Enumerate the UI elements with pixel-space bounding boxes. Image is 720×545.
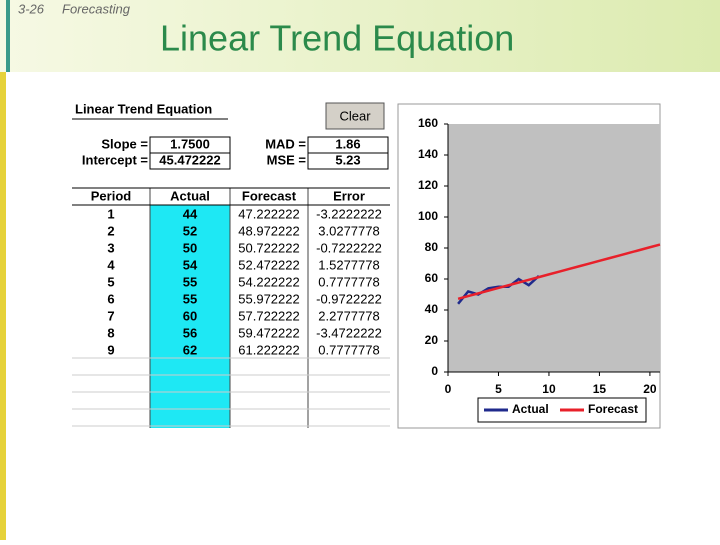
table-cell: -0.9722222: [316, 291, 382, 306]
field-label: Slope =: [101, 136, 148, 151]
table-cell: 1.5277778: [318, 257, 379, 272]
table-cell: 6: [107, 291, 114, 306]
table-cell: 57.722222: [238, 308, 299, 323]
table-cell: -0.7222222: [316, 240, 382, 255]
table-cell: 54.222222: [238, 274, 299, 289]
clear-button[interactable]: [325, 102, 385, 130]
field-value: 1.7500: [170, 136, 210, 151]
x-tick-label: 15: [593, 382, 607, 396]
table-cell: 55: [183, 291, 197, 306]
plot-area: [448, 124, 660, 372]
header-band: [0, 0, 720, 72]
table-cell: 54: [183, 257, 198, 272]
column-header: Error: [333, 188, 365, 203]
table-cell: 52: [183, 223, 197, 238]
field-value: 5.23: [335, 152, 360, 167]
actual-column-fill: [150, 205, 230, 428]
table-cell: 59.472222: [238, 325, 299, 340]
column-header: Forecast: [242, 188, 297, 203]
y-tick-label: 60: [425, 271, 439, 285]
y-tick-label: 40: [425, 302, 439, 316]
table-cell: 55: [183, 274, 197, 289]
table-cell: 1: [107, 206, 114, 221]
table-cell: 5: [107, 274, 114, 289]
table-cell: 60: [183, 308, 197, 323]
x-tick-label: 5: [495, 382, 502, 396]
table-cell: 48.972222: [238, 223, 299, 238]
x-tick-label: 10: [542, 382, 556, 396]
y-tick-label: 100: [418, 209, 438, 223]
side-strip: [0, 72, 6, 540]
y-tick-label: 160: [418, 116, 438, 130]
table-cell: 0.7777778: [318, 342, 379, 357]
y-tick-label: 20: [425, 333, 439, 347]
series-line: [457, 243, 661, 301]
field-box: [307, 152, 389, 170]
table-cell: 2: [107, 223, 114, 238]
table-cell: 44: [183, 206, 198, 221]
table-cell: -3.2222222: [316, 206, 382, 221]
table-cell: 0.7777778: [318, 274, 379, 289]
slide-number: 3-26: [18, 1, 45, 16]
sheet-title: Linear Trend Equation: [75, 101, 212, 116]
table-cell: 8: [107, 325, 114, 340]
table-cell: 4: [107, 257, 115, 272]
y-tick-label: 0: [431, 364, 438, 378]
y-tick-label: 120: [418, 178, 438, 192]
field-label: MAD =: [265, 136, 306, 151]
table-cell: 61.222222: [238, 342, 299, 357]
y-tick-label: 80: [425, 240, 439, 254]
table-cell: 50: [183, 240, 197, 255]
table-cell: 55.972222: [238, 291, 299, 306]
column-header: Actual: [170, 188, 210, 203]
x-tick-label: 0: [445, 382, 452, 396]
clear-button-label[interactable]: Clear: [339, 108, 371, 123]
column-header: Period: [91, 188, 132, 203]
field-value: 45.472222: [159, 152, 220, 167]
field-label: MSE =: [267, 152, 307, 167]
slide-title: Linear Trend Equation: [160, 18, 514, 59]
table-cell: 3: [107, 240, 114, 255]
legend-label: Forecast: [588, 402, 638, 416]
field-label: Intercept =: [82, 152, 149, 167]
legend-label: Actual: [512, 402, 549, 416]
table-cell: 56: [183, 325, 197, 340]
y-tick-label: 140: [418, 147, 438, 161]
header-strip: [6, 0, 10, 72]
table-cell: 47.222222: [238, 206, 299, 221]
x-tick-label: 20: [643, 382, 657, 396]
table-cell: 52.472222: [238, 257, 299, 272]
table-cell: 3.0277778: [318, 223, 379, 238]
table-cell: -3.4722222: [316, 325, 382, 340]
table-cell: 7: [107, 308, 114, 323]
table-cell: 62: [183, 342, 197, 357]
table-cell: 2.2777778: [318, 308, 379, 323]
field-box: [149, 152, 231, 170]
field-value: 1.86: [335, 136, 360, 151]
table-cell: 50.722222: [238, 240, 299, 255]
table-cell: 9: [107, 342, 114, 357]
section: Forecasting: [62, 1, 131, 16]
